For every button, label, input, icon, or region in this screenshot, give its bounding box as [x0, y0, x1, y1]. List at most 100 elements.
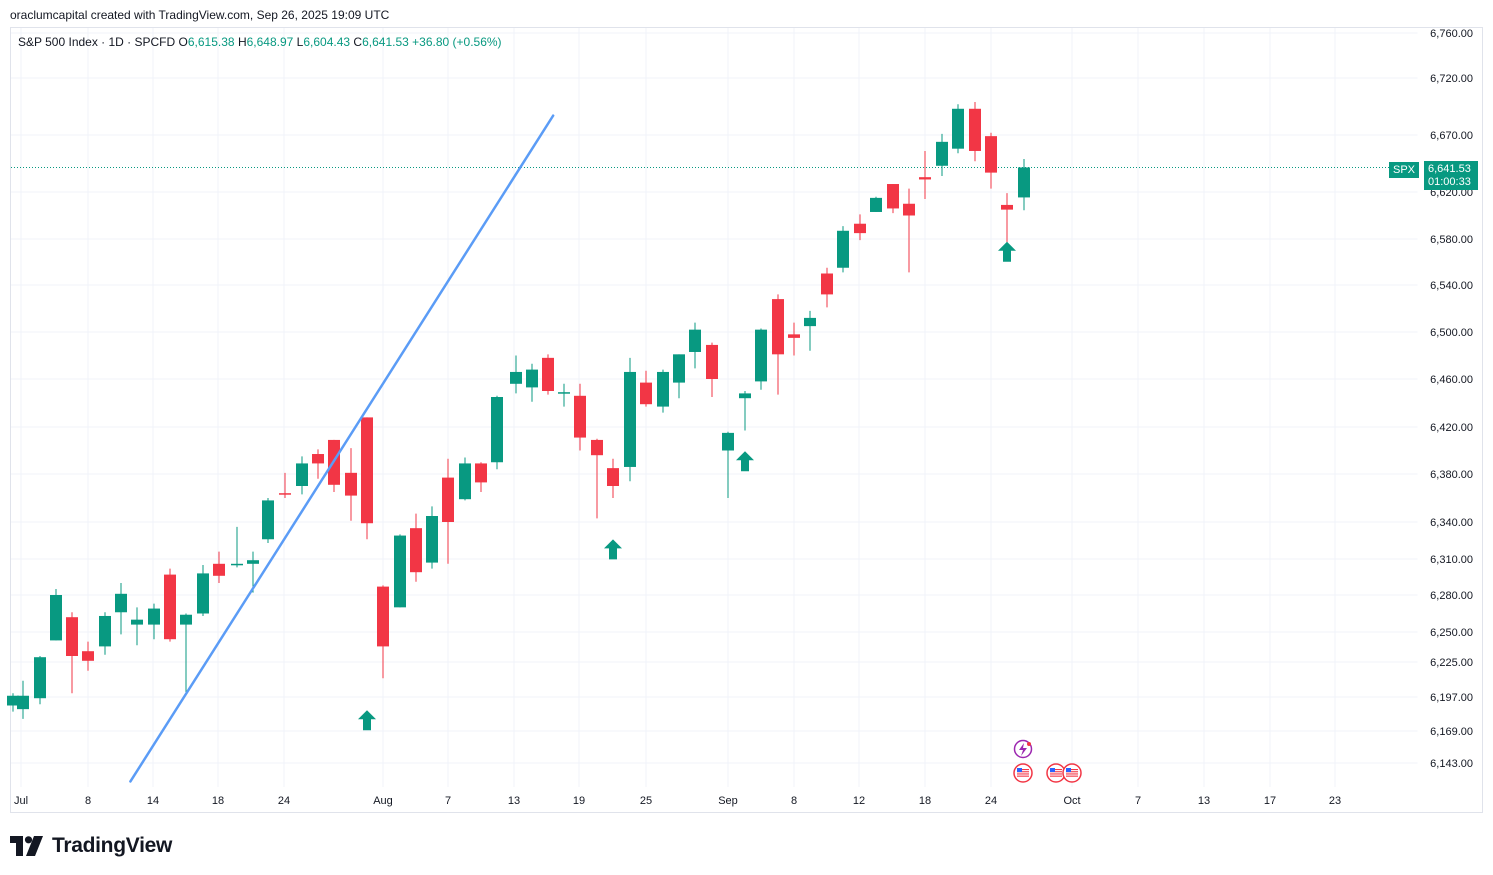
candle-body[interactable] [361, 417, 373, 524]
candle-body[interactable] [969, 108, 981, 151]
x-axis-tick-label: 19 [573, 795, 585, 807]
y-axis-tick-label: 6,620.00 [1430, 187, 1473, 199]
candle-body[interactable] [131, 619, 143, 625]
candle-body[interactable] [526, 369, 538, 388]
candle-body[interactable] [1001, 204, 1013, 210]
candle-body[interactable] [180, 614, 192, 625]
legend-low-label: L [296, 35, 304, 49]
candle-body[interactable] [34, 657, 46, 699]
candle-body[interactable] [148, 608, 160, 625]
candle-body[interactable] [952, 108, 964, 149]
candle-body[interactable] [542, 357, 554, 391]
y-axis-tick-label: 6,225.00 [1430, 657, 1473, 669]
candle-body[interactable] [312, 454, 324, 464]
buy-arrow-up[interactable] [604, 539, 622, 560]
candle-body[interactable] [854, 223, 866, 234]
candle-body[interactable] [279, 493, 291, 495]
flag-canton-icon [1050, 768, 1055, 772]
candle-body[interactable] [426, 516, 438, 563]
candle-body[interactable] [66, 617, 78, 656]
candle-body[interactable] [706, 344, 718, 379]
candle-body[interactable] [887, 184, 899, 209]
flag-stripe-icon [1066, 773, 1078, 775]
candle-body[interactable] [985, 136, 997, 173]
flag-stripe-icon [1050, 769, 1062, 771]
candle-body[interactable] [99, 615, 111, 647]
candle-body[interactable] [475, 463, 487, 483]
y-axis-tick-label: 6,540.00 [1430, 280, 1473, 292]
candle-body[interactable] [919, 177, 931, 180]
candle-body[interactable] [558, 392, 570, 394]
chart-caption: oraclumcapital created with TradingView.… [10, 8, 390, 22]
candle-body[interactable] [607, 468, 619, 486]
candle-body[interactable] [7, 695, 19, 706]
candle-body[interactable] [804, 317, 816, 327]
flag-stripe-icon [1017, 773, 1029, 775]
candle-body[interactable] [689, 329, 701, 352]
last-price-value: 6,641.53 [1428, 163, 1471, 175]
x-axis-tick-label: Aug [373, 795, 393, 807]
candle-body[interactable] [821, 273, 833, 295]
candle-body[interactable] [394, 535, 406, 608]
candle-body[interactable] [197, 573, 209, 614]
candle-body[interactable] [262, 500, 274, 540]
candle-body[interactable] [213, 563, 225, 576]
candle-body[interactable] [772, 299, 784, 355]
legend-open-label: O [178, 35, 188, 49]
flag-canton-icon [1066, 768, 1071, 772]
candle-body[interactable] [788, 334, 800, 338]
candle-body[interactable] [410, 528, 422, 573]
x-axis-tick-label: 24 [985, 795, 997, 807]
chart-frame[interactable] [10, 27, 1483, 813]
candle-body[interactable] [491, 397, 503, 463]
candle-body[interactable] [442, 477, 454, 522]
candle-body[interactable] [936, 141, 948, 166]
economic-event-flag-icon[interactable] [1013, 763, 1033, 783]
candle-body[interactable] [345, 472, 357, 496]
buy-arrow-up[interactable] [358, 710, 376, 731]
candle-body[interactable] [837, 230, 849, 268]
candle-body[interactable] [722, 432, 734, 451]
y-axis-tick-label: 6,197.00 [1430, 692, 1473, 704]
economic-event-flag-icon[interactable] [1062, 763, 1082, 783]
candle-body[interactable] [903, 203, 915, 216]
tradingview-wordmark: TradingView [52, 834, 173, 857]
candle-body[interactable] [574, 395, 586, 438]
buy-arrow-up[interactable] [736, 451, 754, 472]
x-axis-tick-label: 13 [1198, 795, 1210, 807]
candle-body[interactable] [755, 329, 767, 382]
y-axis-tick-label: 6,380.00 [1430, 469, 1473, 481]
tradingview-logo[interactable]: TradingView [10, 832, 172, 860]
flag-stripe-icon [1066, 769, 1078, 771]
flag-stripe-icon [1066, 775, 1078, 777]
candle-body[interactable] [640, 382, 652, 405]
trendline[interactable] [129, 114, 555, 783]
candle-body[interactable] [164, 574, 176, 640]
candle-body[interactable] [231, 563, 243, 566]
event-dot-icon [1027, 742, 1031, 746]
legend-symbol[interactable]: S&P 500 Index · 1D · SPCFD [18, 35, 176, 49]
candle-body[interactable] [510, 371, 522, 384]
x-axis-tick-label: 24 [278, 795, 290, 807]
candle-body[interactable] [247, 560, 259, 564]
candle-body[interactable] [657, 371, 669, 407]
candle-body[interactable] [459, 463, 471, 500]
buy-arrow-up[interactable] [998, 241, 1016, 262]
candle-body[interactable] [673, 354, 685, 383]
candle-body[interactable] [1018, 167, 1030, 198]
candle-body[interactable] [296, 463, 308, 486]
tradingview-logo-icon [10, 836, 43, 856]
candle-body[interactable] [17, 695, 29, 710]
candle-body[interactable] [50, 595, 62, 641]
candle-body[interactable] [870, 197, 882, 212]
candle-body[interactable] [82, 651, 94, 661]
candle-body[interactable] [624, 371, 636, 467]
x-axis-tick-label: 17 [1264, 795, 1276, 807]
x-axis-tick-label: Sep [718, 795, 738, 807]
candle-body[interactable] [739, 393, 751, 399]
y-axis-tick-label: 6,580.00 [1430, 234, 1473, 246]
candle-body[interactable] [591, 439, 603, 456]
candle-body[interactable] [377, 586, 389, 647]
candle-body[interactable] [115, 593, 127, 613]
